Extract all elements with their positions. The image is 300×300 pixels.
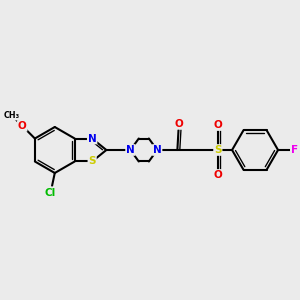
Text: S: S [88,157,96,166]
Text: O: O [18,121,27,131]
Text: F: F [291,145,298,155]
Text: O: O [214,170,222,180]
Text: O: O [174,119,183,129]
Text: N: N [88,134,97,143]
Text: Cl: Cl [44,188,56,197]
Text: CH₃: CH₃ [4,111,20,120]
Text: S: S [214,145,222,155]
Text: N: N [126,145,135,155]
Text: O: O [214,120,222,130]
Text: N: N [153,145,161,155]
